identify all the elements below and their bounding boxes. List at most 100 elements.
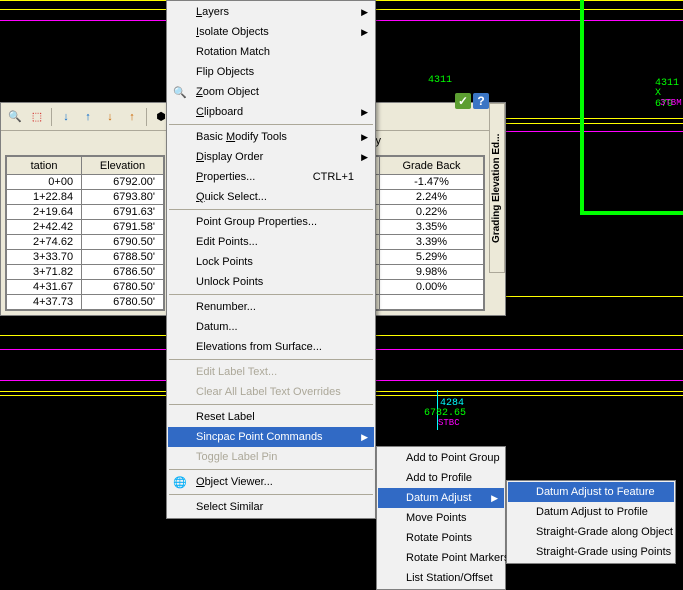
table-row: 0+006792.00' [7,175,164,190]
menu-item-sincpac-point-commands[interactable]: Sincpac Point Commands ▶ [168,427,374,447]
menu-item-label: Unlock Points [196,276,263,288]
col-elevation[interactable]: Elevation [82,157,164,175]
menu-item-rotation-match[interactable]: Rotation Match [168,42,374,62]
menu-item-flip-objects[interactable]: Flip Objects [168,62,374,82]
menu-item-edit-label-text: Edit Label Text... [168,362,374,382]
station-table: tationElevation 0+006792.00' 1+22.846793… [6,156,164,310]
table-row: 0.00% [363,280,484,295]
help-icon[interactable]: ? [473,93,489,109]
submenu-arrow-icon: ▶ [361,132,368,143]
menu-item-label: Toggle Label Pin [196,451,277,463]
menu-item-label: Straight-Grade along Object [536,526,673,538]
menu-item-rotate-point-markers[interactable]: Rotate Point Markers [378,548,504,568]
menu-item-label: Point Group Properties... [196,216,317,228]
submenu-arrow-icon: ▶ [361,27,368,38]
submenu-arrow-icon: ▶ [361,7,368,18]
submenu-arrow-icon: ▶ [361,432,368,443]
check-icon[interactable]: ✓ [455,93,471,109]
menu-item-datum[interactable]: Datum... [168,317,374,337]
menu-item-datum-adjust[interactable]: Datum Adjust ▶ [378,488,504,508]
menu-item-move-points[interactable]: Move Points [378,508,504,528]
menu-item-label: Datum Adjust to Feature [536,486,655,498]
menu-item-layers[interactable]: Layers ▶ [168,2,374,22]
table-row: 5.29% [363,250,484,265]
col-grade[interactable]: Grade Back [380,157,484,175]
context-menu: Layers ▶ Isolate Objects ▶ Rotation Match Fli… [166,0,376,519]
menu-item-label: Straight-Grade using Points [536,546,671,558]
menu-item-label: Elevations from Surface... [196,341,322,353]
menu-item-list-station-offset[interactable]: List Station/Offset [378,568,504,588]
arrow-down-icon[interactable]: ↓ [56,107,76,127]
menu-item-label: Isolate Objects [196,26,269,38]
cad-label: STBC [438,418,460,428]
table-row: 2.24% [363,190,484,205]
arrow-up-icon[interactable]: ↑ [78,107,98,127]
menu-item-renumber[interactable]: Renumber... [168,297,374,317]
menu-item-datum-adjust-to-profile[interactable]: Datum Adjust to Profile [508,502,674,522]
menu-item-straight-grade-using-points[interactable]: Straight-Grade using Points [508,542,674,562]
menu-item-properties[interactable]: Properties... CTRL+1 [168,167,374,187]
table-row: 2+42.426791.58' [7,220,164,235]
menu-item-label: Add to Point Group [406,452,500,464]
menu-item-label: List Station/Offset [406,572,493,584]
arrow-down2-icon[interactable]: ↓ [100,107,120,127]
menu-item-rotate-points[interactable]: Rotate Points [378,528,504,548]
menu-item-object-viewer[interactable]: 🌐Object Viewer... [168,472,374,492]
menu-item-quick-select[interactable]: Quick Select... [168,187,374,207]
table-row: 3+71.826786.50' [7,265,164,280]
menu-item-clear-all-label-text-overrides: Clear All Label Text Overrides [168,382,374,402]
table-row: 3+33.706788.50' [7,250,164,265]
menu-item-label: Lock Points [196,256,253,268]
menu-item-zoom-object[interactable]: 🔍Zoom Object [168,82,374,102]
menu-item-point-group-properties[interactable]: Point Group Properties... [168,212,374,232]
cad-label: 3TBM [660,98,682,108]
menu-item-add-to-point-group[interactable]: Add to Point Group [378,448,504,468]
menu-item-label: Object Viewer... [196,476,273,488]
table-row: 4+37.736780.50' [7,295,164,310]
menu-item-edit-points[interactable]: Edit Points... [168,232,374,252]
menu-item-label: Sincpac Point Commands [196,431,323,443]
menu-item-basic-modify-tools[interactable]: Basic Modify Tools▶ [168,127,374,147]
menu-item-lock-points[interactable]: Lock Points [168,252,374,272]
table-row: 2+74.626790.50' [7,235,164,250]
menu-item-reset-label[interactable]: Reset Label [168,407,374,427]
menu-item-unlock-points[interactable]: Unlock Points [168,272,374,292]
menu-item-clipboard[interactable]: Clipboard▶ [168,102,374,122]
menu-item-select-similar[interactable]: Select Similar [168,497,374,517]
menu-item-label: Layers [196,6,229,18]
menu-shortcut: CTRL+1 [313,171,354,183]
panel-title[interactable]: Grading Elevation Ed... [489,103,505,273]
table-row: 2+19.646791.63' [7,205,164,220]
menu-item-display-order[interactable]: Display Order▶ [168,147,374,167]
menu-item-add-to-profile[interactable]: Add to Profile [378,468,504,488]
select-icon[interactable]: ⬚ [27,107,47,127]
menu-item-label: Move Points [406,512,467,524]
menu-item-label: Reset Label [196,411,255,423]
table-row: -1.47% [363,175,484,190]
menu-item-label: Clipboard [196,106,243,118]
menu-item-label: Datum Adjust [406,492,471,504]
menu-item-elevations-from-surface[interactable]: Elevations from Surface... [168,337,374,357]
menu-item-datum-adjust-to-feature[interactable]: Datum Adjust to Feature [508,482,674,502]
submenu-datum: Datum Adjust to Feature Datum Adjust to P… [506,480,676,564]
table-row: 9.98% [363,265,484,280]
zoom-icon: 🔍 [172,84,188,100]
table-row: 0.22% [363,205,484,220]
table-row: 4+31.676780.50' [7,280,164,295]
cad-label: 4311 [428,75,452,86]
submenu-sincpac: Add to Point Group Add to Profile Datum Ad… [376,446,506,590]
menu-item-toggle-label-pin: Toggle Label Pin [168,447,374,467]
menu-item-label: Add to Profile [406,472,472,484]
arrow-up2-icon[interactable]: ↑ [122,107,142,127]
submenu-arrow-icon: ▶ [491,493,498,504]
menu-item-isolate-objects[interactable]: Isolate Objects ▶ [168,22,374,42]
menu-item-label: Properties... [196,171,255,183]
col-station[interactable]: tation [7,157,82,175]
menu-item-label: Renumber... [196,301,256,313]
menu-item-label: Edit Points... [196,236,258,248]
menu-item-straight-grade-along-object[interactable]: Straight-Grade along Object [508,522,674,542]
zoom-icon[interactable]: 🔍 [5,107,25,127]
menu-item-label: Flip Objects [196,66,254,78]
menu-item-label: Rotation Match [196,46,270,58]
menu-item-label: Quick Select... [196,191,267,203]
